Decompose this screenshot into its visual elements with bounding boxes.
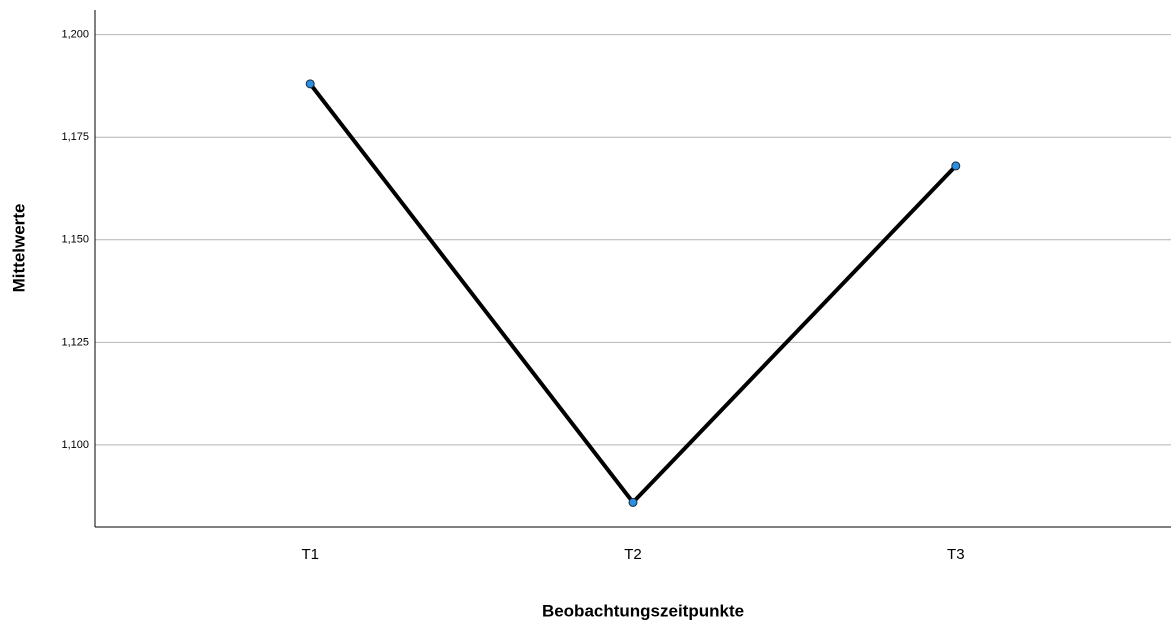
x-axis-label: Beobachtungszeitpunkte: [542, 601, 744, 620]
line: [308, 82, 958, 505]
y-tick-label: 1,150: [61, 234, 89, 246]
y-axis-label: Mittelwerte: [9, 204, 28, 293]
marker: [305, 79, 315, 89]
marker: [951, 161, 961, 171]
x-tick-label: T1: [301, 546, 319, 563]
y-tick-label: 1,175: [61, 131, 89, 143]
y-tick-label: 1,100: [61, 439, 89, 451]
x-tick-label: T3: [947, 546, 965, 563]
x-tick-label: T2: [624, 546, 642, 563]
marker: [628, 497, 638, 507]
y-tick-label: 1,200: [61, 29, 89, 41]
y-tick-label: 1,125: [61, 336, 89, 348]
